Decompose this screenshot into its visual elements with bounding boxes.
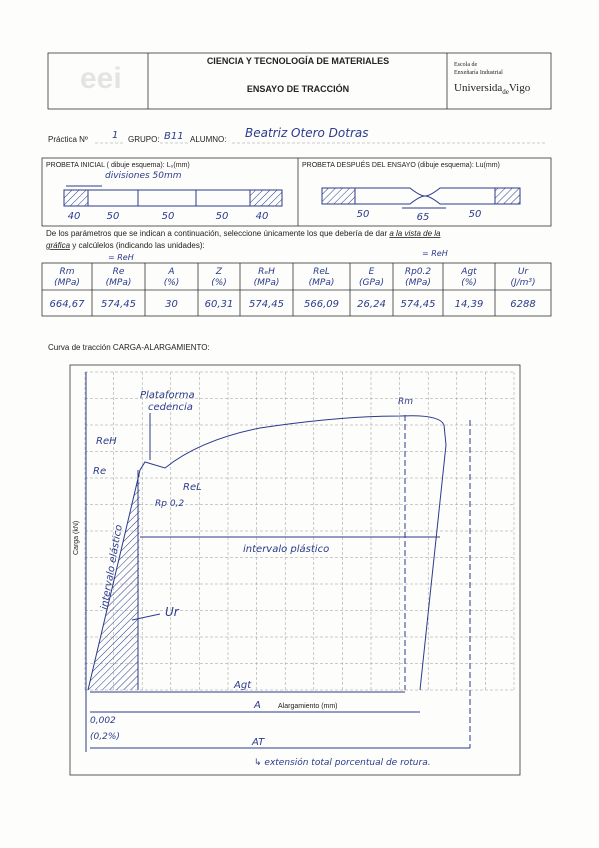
- annotation: Agt: [233, 680, 252, 691]
- header-cell: (MPa): [309, 278, 335, 288]
- value: B11: [164, 131, 184, 142]
- instruction: De los parámetros que se indican a conti…: [46, 229, 441, 238]
- graph: Curva de tracción CARGA-ALARGAMIENTO: Pl…: [48, 343, 521, 776]
- header: eei CIENCIA Y TECNOLOGÍA DE MATERIALES E…: [47, 52, 552, 110]
- length: 65: [417, 212, 430, 223]
- annotation: Re: [93, 466, 106, 477]
- logo: eei: [80, 62, 122, 95]
- value-cell: 574,45: [249, 299, 284, 310]
- length: 50: [162, 211, 175, 222]
- value-cell: 14,39: [455, 299, 484, 310]
- length: 50: [216, 211, 229, 222]
- annotation: cedencia: [148, 402, 193, 413]
- value-cell: 574,45: [101, 299, 136, 310]
- label: GRUPO:: [128, 135, 160, 144]
- length: 50: [469, 209, 482, 220]
- annotation: ReL: [183, 482, 202, 493]
- value-cell: 566,09: [304, 299, 339, 310]
- subtitle: ENSAYO DE TRACCIÓN: [247, 83, 349, 94]
- value-cell: 6288: [510, 299, 535, 310]
- value-cell: 664,67: [50, 299, 86, 310]
- header-cell: (MPa): [106, 278, 132, 288]
- annotation: Ur: [165, 605, 180, 619]
- label: Práctica Nº: [48, 135, 88, 144]
- label: PROBETA DESPUÉS DEL ENSAYO (dibuje esque…: [302, 160, 500, 169]
- annotation: Rm: [398, 397, 413, 407]
- instructions: De los parámetros que se indican a conti…: [46, 229, 448, 262]
- student-line: Práctica Nº 1 GRUPO: B11 ALUMNO: Beatriz…: [48, 126, 545, 144]
- header-cell: Agt: [460, 267, 477, 277]
- title: CIENCIA Y TECNOLOGÍA DE MATERIALES: [207, 56, 389, 66]
- label: ALUMNO:: [190, 135, 226, 144]
- annotation: ReH: [96, 436, 117, 447]
- annotation: Rp 0,2: [155, 499, 184, 509]
- value: 1: [112, 130, 118, 141]
- header-cell: (MPa): [54, 278, 80, 288]
- school: Enxeñaría Industrial: [454, 70, 503, 76]
- header-cell: Rm: [59, 267, 74, 277]
- note: = ReH: [422, 249, 448, 258]
- annotation: Plataforma: [140, 390, 195, 401]
- annotation: AT: [251, 737, 265, 748]
- header-cell: (%): [211, 278, 227, 288]
- header-cell: RₑH: [258, 267, 275, 277]
- school: Escola de: [454, 62, 477, 68]
- annotation: A: [253, 700, 261, 711]
- note: = ReH: [108, 253, 134, 262]
- axis-label: Alargamiento (mm): [278, 703, 338, 710]
- header-cell: Ur: [518, 267, 530, 277]
- header-cell: Rp0.2: [405, 267, 432, 277]
- value: Beatriz Otero Dotras: [245, 126, 369, 140]
- length: 50: [107, 211, 120, 222]
- header-cell: (%): [461, 278, 477, 288]
- value-cell: 574,45: [401, 299, 436, 310]
- note: divisiones 50mm: [105, 171, 182, 181]
- header-cell: (MPa): [405, 278, 431, 288]
- annotation: 0,002: [90, 716, 116, 726]
- value-cell: 30: [165, 299, 178, 310]
- length: 40: [256, 211, 269, 222]
- annotation: ↳ extensión total porcentual de rotura.: [254, 757, 431, 768]
- specimens: PROBETA INICIAL ( dibuje esquema): L₀(mm…: [41, 157, 552, 227]
- header-cell: ReL: [313, 267, 330, 277]
- parameters-table: Rm(MPa)664,67Re(MPa)574,45A(%)30Z(%)60,3…: [41, 262, 552, 317]
- header-cell: (J/m³): [510, 278, 535, 288]
- header-cell: (%): [164, 278, 180, 288]
- header-cell: (GPa): [359, 278, 384, 288]
- annotation: (0,2%): [90, 732, 120, 742]
- length: 40: [68, 211, 81, 222]
- value-cell: 26,24: [357, 299, 386, 310]
- instruction: gráfica y calcúlelos (indicando las unid…: [46, 241, 205, 250]
- axis-label: Carga (kN): [73, 521, 80, 555]
- value-cell: 60,31: [205, 299, 234, 310]
- length: 50: [357, 209, 370, 220]
- header-cell: Re: [113, 267, 125, 277]
- header-cell: E: [369, 267, 375, 277]
- header-cell: Z: [215, 267, 223, 277]
- university: UniversidadeVigo: [454, 82, 531, 96]
- annotation: intervalo plástico: [243, 543, 329, 555]
- header-cell: A: [167, 267, 174, 277]
- caption: Curva de tracción CARGA-ALARGAMIENTO:: [48, 343, 210, 352]
- header-cell: (MPa): [254, 278, 280, 288]
- label: PROBETA INICIAL ( dibuje esquema): L₀(mm…: [46, 162, 190, 169]
